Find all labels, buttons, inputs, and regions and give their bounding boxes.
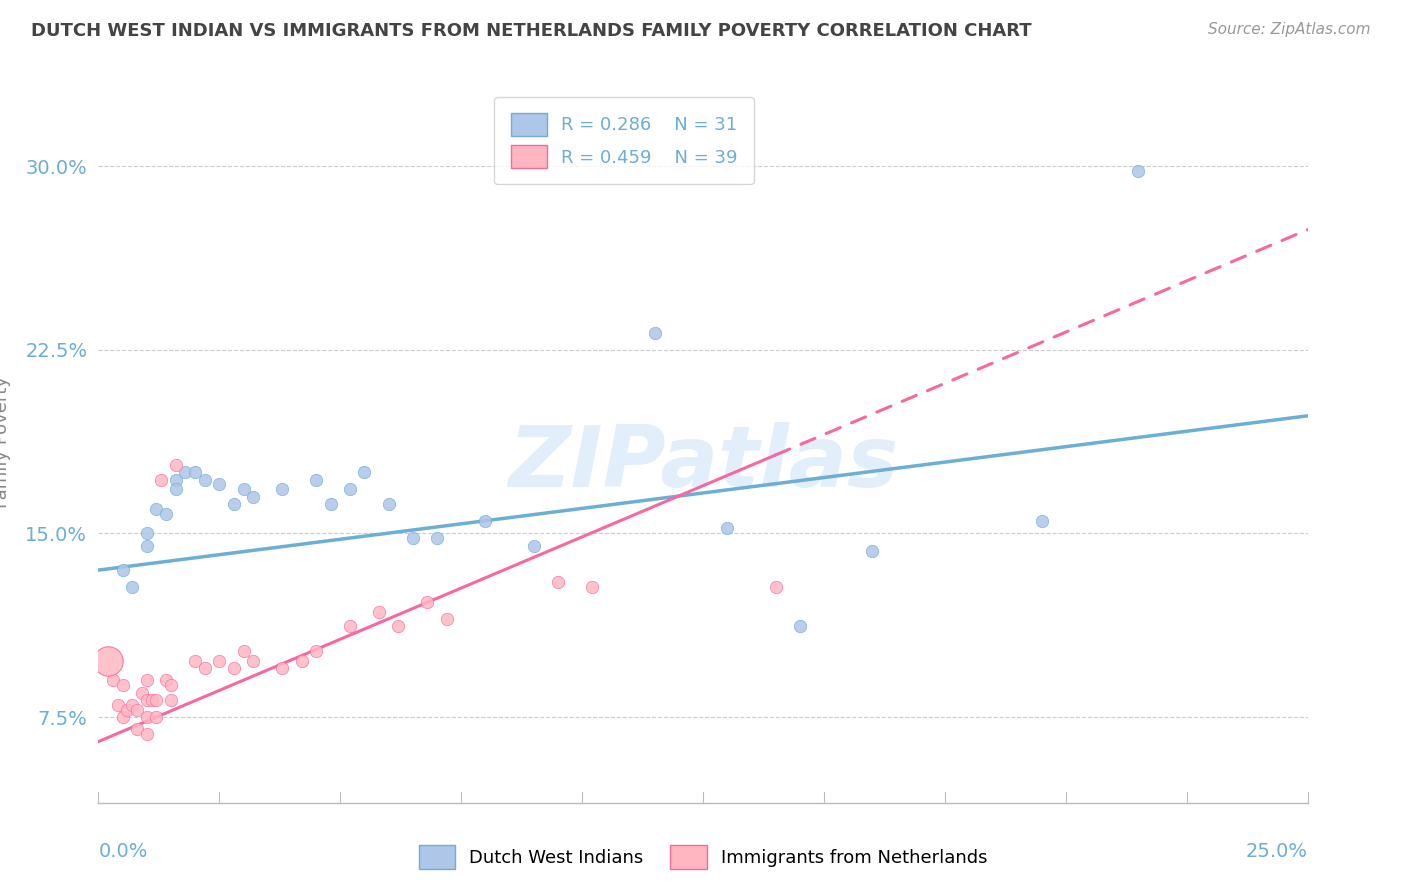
Point bbox=[194, 473, 217, 487]
Point bbox=[305, 473, 328, 487]
Point bbox=[789, 619, 811, 633]
Point bbox=[271, 661, 294, 675]
Point bbox=[368, 605, 391, 619]
Point bbox=[111, 710, 134, 724]
Point bbox=[523, 539, 546, 553]
Point bbox=[339, 619, 361, 633]
Point bbox=[135, 727, 157, 741]
Point bbox=[232, 644, 254, 658]
Point bbox=[145, 502, 167, 516]
Point bbox=[160, 693, 183, 707]
Point bbox=[339, 483, 361, 497]
Point bbox=[135, 693, 157, 707]
Point bbox=[111, 563, 134, 577]
Point bbox=[121, 698, 143, 712]
Point bbox=[184, 465, 207, 479]
Point bbox=[160, 678, 183, 692]
Point bbox=[222, 497, 245, 511]
Point bbox=[121, 580, 143, 594]
Point bbox=[426, 531, 449, 545]
Point bbox=[581, 580, 603, 594]
Legend: R = 0.286    N = 31, R = 0.459    N = 39: R = 0.286 N = 31, R = 0.459 N = 39 bbox=[495, 96, 754, 185]
Point bbox=[145, 710, 167, 724]
Point bbox=[155, 673, 177, 688]
Point bbox=[232, 483, 254, 497]
Point bbox=[474, 514, 496, 528]
Point bbox=[117, 703, 139, 717]
Point bbox=[174, 465, 197, 479]
Point bbox=[860, 543, 883, 558]
Point bbox=[135, 673, 157, 688]
Point bbox=[644, 326, 666, 340]
Point bbox=[436, 612, 458, 626]
Point bbox=[319, 497, 342, 511]
Point bbox=[547, 575, 569, 590]
Point bbox=[305, 644, 328, 658]
Point bbox=[208, 477, 231, 491]
Point bbox=[107, 698, 129, 712]
Point bbox=[127, 703, 149, 717]
Point bbox=[145, 693, 167, 707]
Point bbox=[101, 673, 124, 688]
Point bbox=[765, 580, 787, 594]
Text: ZIPatlas: ZIPatlas bbox=[508, 422, 898, 505]
Text: 0.0%: 0.0% bbox=[98, 842, 148, 861]
Point bbox=[208, 654, 231, 668]
Point bbox=[155, 507, 177, 521]
Point bbox=[127, 723, 149, 737]
Point bbox=[135, 526, 157, 541]
Point bbox=[135, 710, 157, 724]
Text: 25.0%: 25.0% bbox=[1246, 842, 1308, 861]
Point bbox=[165, 473, 187, 487]
Legend: Dutch West Indians, Immigrants from Netherlands: Dutch West Indians, Immigrants from Neth… bbox=[412, 838, 994, 876]
Y-axis label: Family Poverty: Family Poverty bbox=[0, 376, 11, 508]
Point bbox=[377, 497, 399, 511]
Point bbox=[111, 678, 134, 692]
Text: Source: ZipAtlas.com: Source: ZipAtlas.com bbox=[1208, 22, 1371, 37]
Point bbox=[131, 685, 153, 699]
Text: DUTCH WEST INDIAN VS IMMIGRANTS FROM NETHERLANDS FAMILY POVERTY CORRELATION CHAR: DUTCH WEST INDIAN VS IMMIGRANTS FROM NET… bbox=[31, 22, 1032, 40]
Point bbox=[353, 465, 375, 479]
Point bbox=[150, 473, 173, 487]
Point bbox=[141, 693, 163, 707]
Point bbox=[290, 654, 312, 668]
Point bbox=[1128, 164, 1150, 178]
Point bbox=[271, 483, 294, 497]
Point bbox=[222, 661, 245, 675]
Point bbox=[165, 483, 187, 497]
Point bbox=[165, 458, 187, 472]
Point bbox=[1031, 514, 1053, 528]
Point bbox=[402, 531, 425, 545]
Point bbox=[97, 654, 120, 668]
Point bbox=[242, 490, 264, 504]
Point bbox=[416, 595, 439, 609]
Point bbox=[242, 654, 264, 668]
Point bbox=[135, 539, 157, 553]
Point bbox=[194, 661, 217, 675]
Point bbox=[387, 619, 409, 633]
Point bbox=[716, 521, 738, 535]
Point bbox=[184, 654, 207, 668]
